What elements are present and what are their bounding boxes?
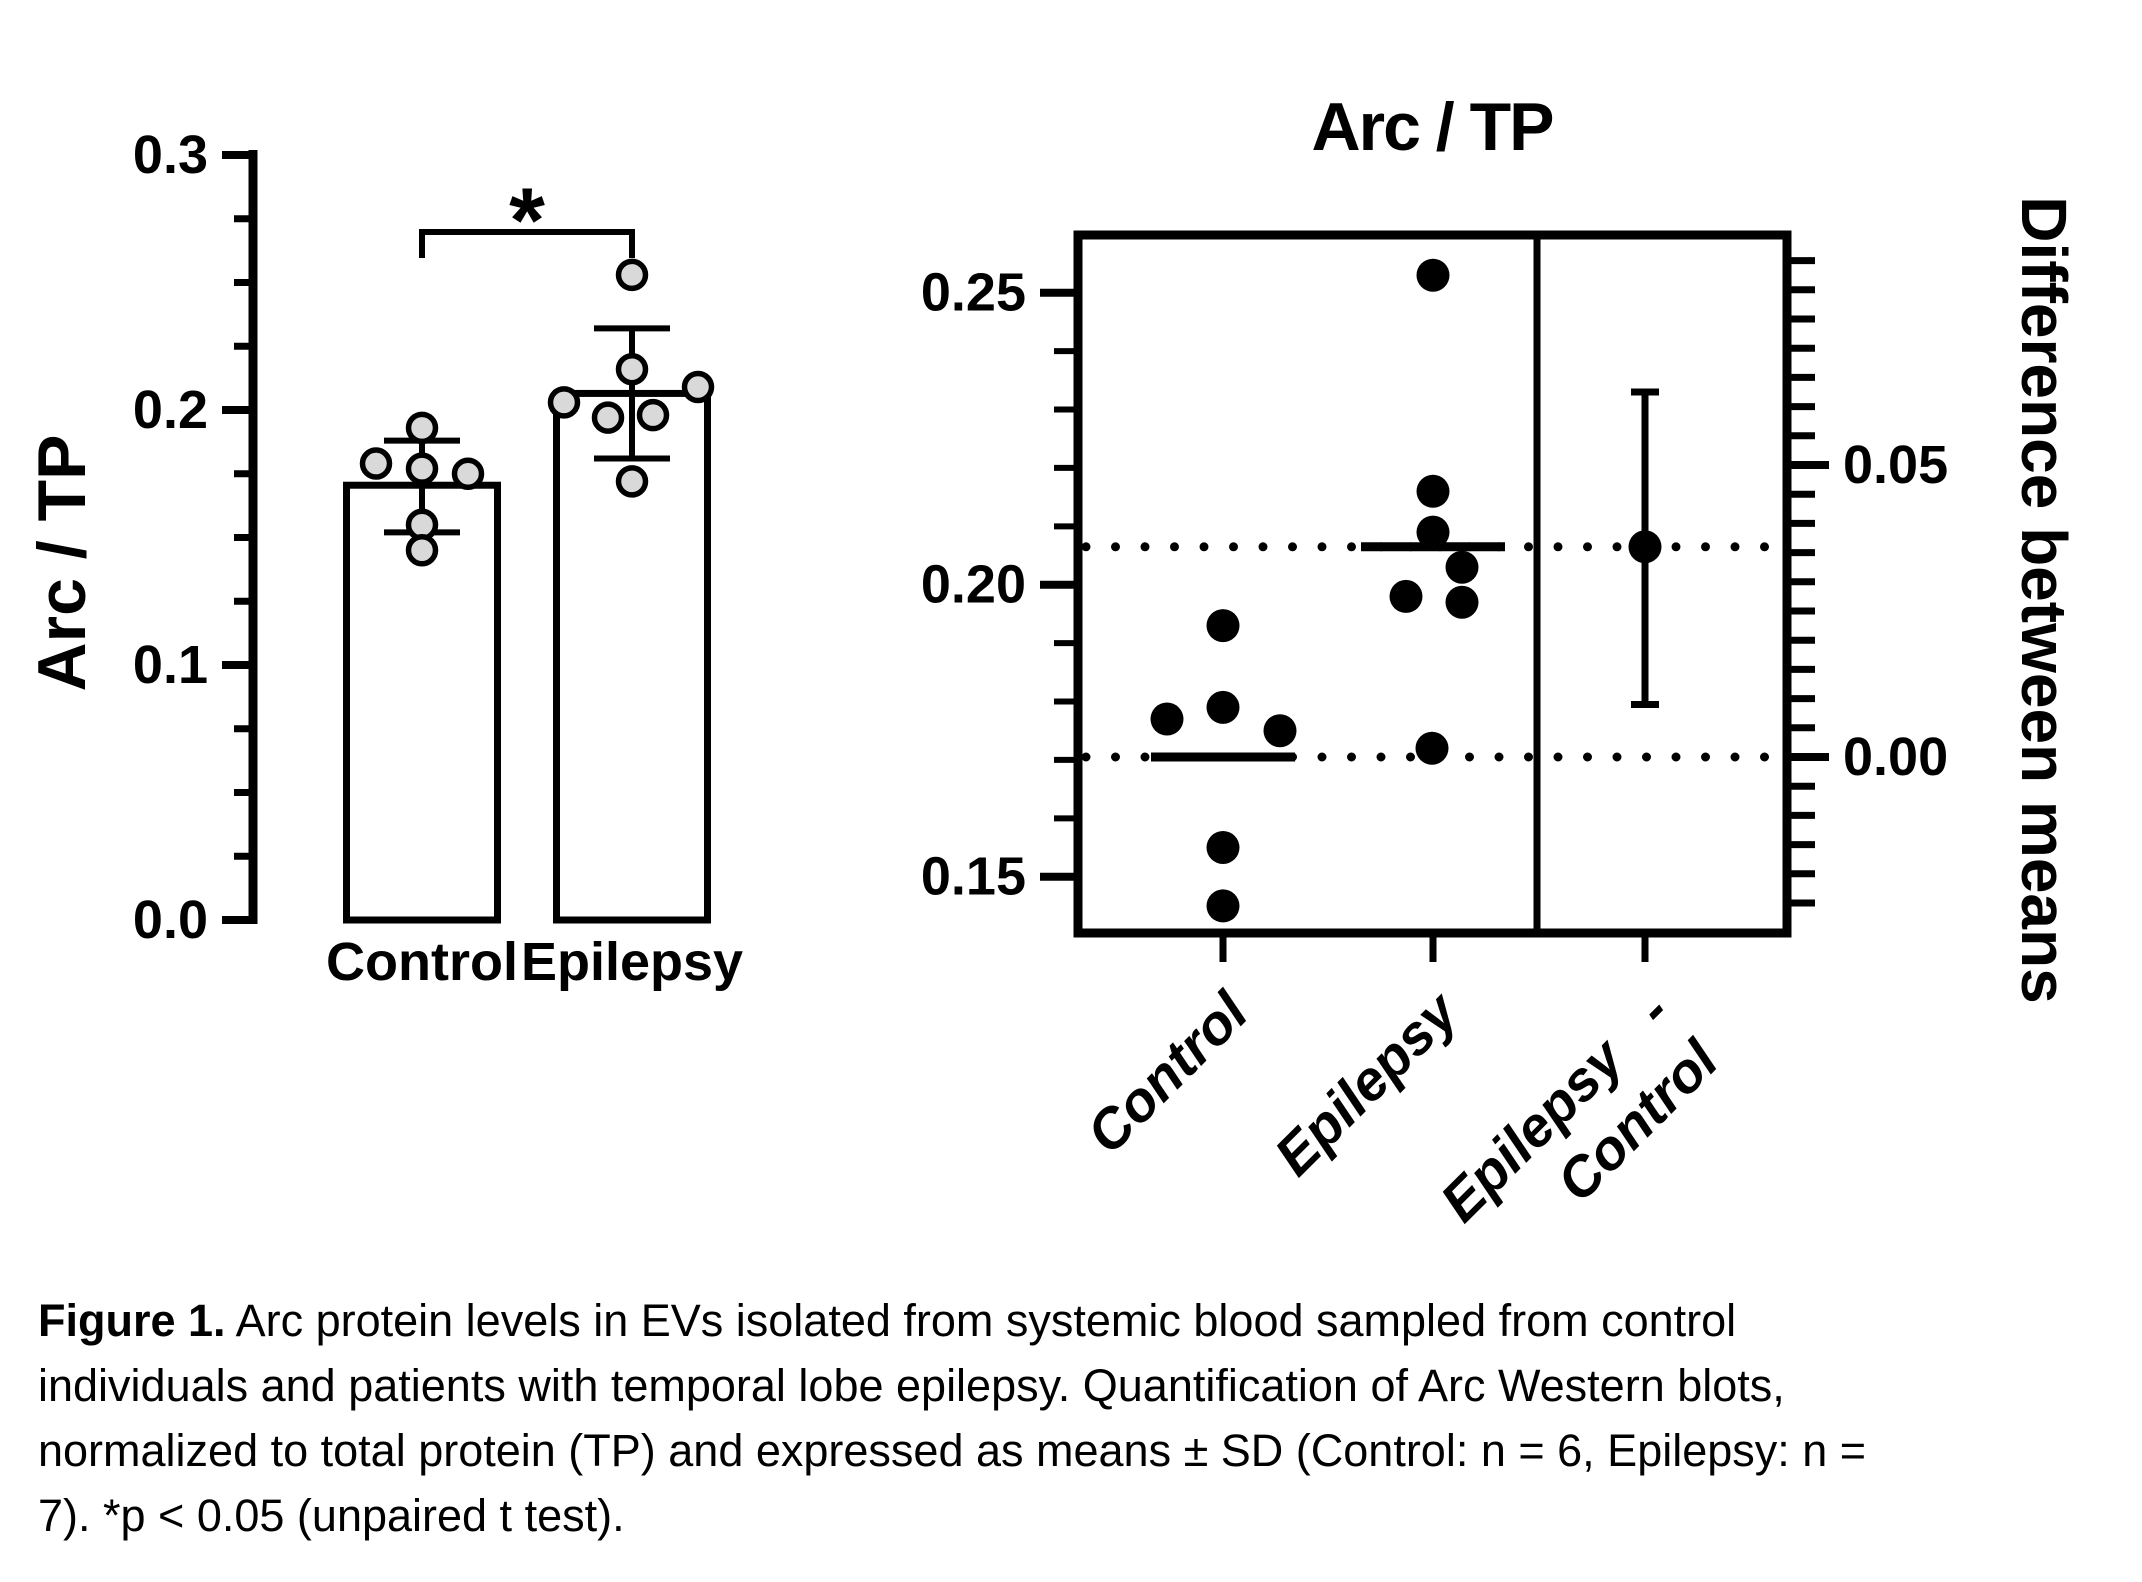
scatter-point-epilepsy	[1445, 585, 1479, 619]
scatter-point-epilepsy	[1416, 258, 1450, 292]
caption-line-1: Figure 1. Arc protein levels in EVs isol…	[38, 1288, 2128, 1353]
difference-axis-title: Difference between means	[2008, 196, 2080, 1003]
x-label-epilepsy: Epilepsy	[1262, 978, 1471, 1187]
caption-line-2: individuals and patients with temporal l…	[38, 1360, 1785, 1411]
scatter-point-control	[1206, 609, 1240, 643]
left-x-category-label: Epilepsy	[521, 932, 743, 992]
bar-scatter-point-epilepsy	[547, 386, 581, 419]
scatter-point-control	[1150, 702, 1184, 736]
bar-scatter-point-control	[405, 411, 439, 445]
bar-scatter-point-epilepsy	[615, 352, 649, 386]
left-y-tick-label: 0.1	[133, 635, 208, 695]
left-y-axis-title: Arc / TP	[24, 435, 100, 692]
scatter-point-control	[1206, 831, 1240, 865]
right-chart-left-tick-label: 0.15	[921, 847, 1026, 907]
bar-scatter-point-epilepsy	[615, 465, 649, 498]
bar-scatter-point-control	[405, 534, 439, 567]
caption-text-1: Arc protein levels in EVs isolated from …	[235, 1295, 1737, 1346]
right-chart-title: Arc / TP	[1312, 89, 1554, 165]
difference-mean-point	[1628, 530, 1662, 564]
scatter-point-epilepsy	[1445, 550, 1479, 584]
bar-scatter-point-epilepsy	[591, 401, 625, 434]
scatter-point-control	[1263, 714, 1297, 748]
left-x-category-label: Control	[326, 932, 518, 992]
x-label-control: Control	[1074, 979, 1260, 1165]
bar-scatter-point-control	[451, 457, 485, 490]
bar-scatter-point-control	[359, 447, 393, 480]
scatter-point-epilepsy	[1416, 515, 1450, 549]
scatter-point-epilepsy	[1416, 474, 1450, 508]
left-y-tick-label: 0.2	[133, 380, 208, 440]
bar-scatter-point-epilepsy	[636, 398, 670, 432]
difference-axis-tick-label: 0.00	[1843, 727, 1948, 787]
difference-axis-tick-label: 0.05	[1843, 435, 1948, 495]
bar-scatter-point-epilepsy	[615, 258, 649, 292]
scatter-point-epilepsy	[1415, 731, 1449, 765]
caption-line-3: normalized to total protein (TP) and exp…	[38, 1425, 1867, 1476]
left-y-tick-label: 0.0	[133, 890, 208, 950]
significance-asterisk: *	[509, 170, 545, 272]
plot-frame	[1073, 230, 1792, 938]
significance-bracket	[419, 229, 635, 258]
scatter-point-control	[1206, 690, 1240, 724]
left-y-tick-label: 0.3	[133, 125, 208, 185]
caption-lead: Figure 1.	[38, 1295, 226, 1346]
right-chart-left-tick-label: 0.25	[921, 263, 1026, 323]
bar-scatter-point-control	[405, 452, 439, 485]
right-chart-left-tick-label: 0.20	[921, 555, 1026, 615]
bar-control	[343, 481, 501, 924]
figure-caption: Figure 1. Arc protein levels in EVs isol…	[38, 1288, 2128, 1548]
scatter-point-epilepsy	[1389, 579, 1423, 613]
caption-line-4: 7). *p < 0.05 (unpaired t test).	[38, 1490, 625, 1541]
bar-scatter-point-epilepsy	[681, 370, 715, 404]
scatter-point-control	[1206, 889, 1240, 923]
